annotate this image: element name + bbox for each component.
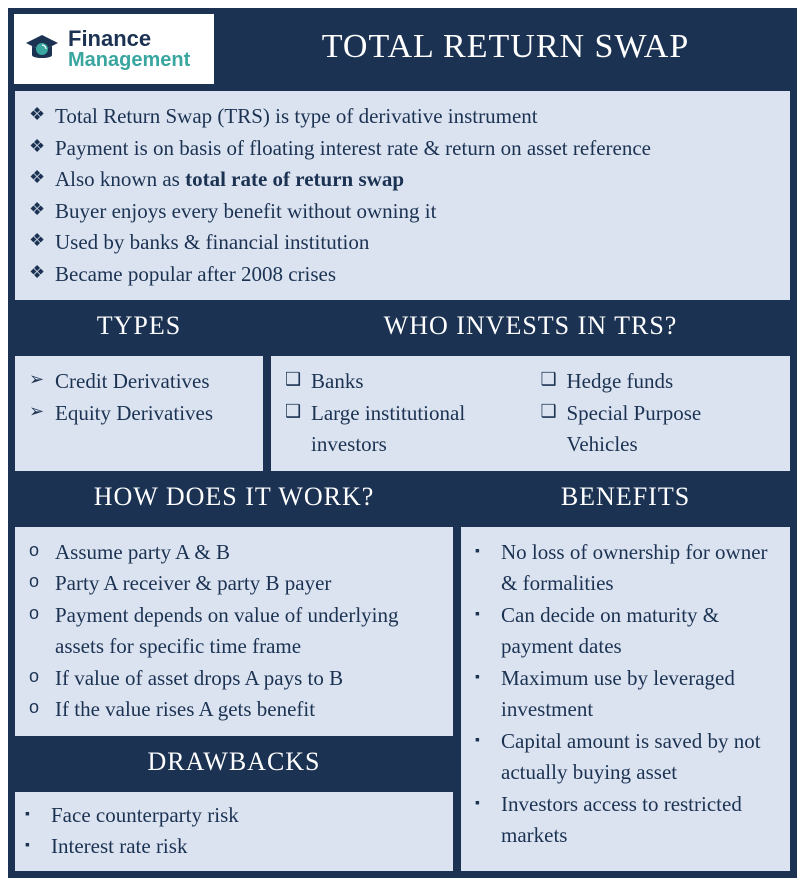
list-item: If value of asset drops A pays to B [29,663,439,695]
list-item: Maximum use by leveraged investment [475,663,776,726]
how-title: HOW DOES IT WORK? [14,478,454,520]
drawbacks-list: Face counterparty riskInterest rate risk [25,800,443,863]
types-who-content-row: Credit DerivativesEquity Derivatives Ban… [14,355,791,472]
list-item: Payment depends on value of underlying a… [29,600,439,663]
how-benefits-content-row: Assume party A & BParty A receiver & par… [14,526,791,872]
who-list-col1: BanksLarge institutional investors [285,366,521,461]
list-item: Became popular after 2008 crises [29,259,776,291]
list-item: Large institutional investors [285,398,521,461]
list-item: Can decide on maturity & payment dates [475,600,776,663]
list-item: Buyer enjoys every benefit without ownin… [29,196,776,228]
list-item: Interest rate risk [25,831,443,863]
list-item: Assume party A & B [29,537,439,569]
header-row: Finance Management TOTAL RETURN SWAP [14,14,791,84]
list-item: Total Return Swap (TRS) is type of deriv… [29,101,776,133]
logo-text: Finance Management [68,28,190,70]
list-item: Special Purpose Vehicles [541,398,777,461]
list-item: Also known as total rate of return swap [29,164,776,196]
intro-list: Total Return Swap (TRS) is type of deriv… [29,101,776,290]
how-list: Assume party A & BParty A receiver & par… [29,537,439,726]
logo: Finance Management [14,14,214,84]
list-item: Party A receiver & party B payer [29,568,439,600]
list-item: Payment is on basis of floating interest… [29,133,776,165]
list-item: If the value rises A gets benefit [29,694,439,726]
types-panel: Credit DerivativesEquity Derivatives [14,355,264,472]
who-list-col2: Hedge fundsSpecial Purpose Vehicles [541,366,777,461]
list-item: Credit Derivatives [29,366,249,398]
infographic-container: Finance Management TOTAL RETURN SWAP Tot… [8,8,797,878]
types-title: TYPES [14,307,264,349]
list-item: Banks [285,366,521,398]
types-who-title-row: TYPES WHO INVESTS IN TRS? [14,307,791,349]
who-panel: BanksLarge institutional investors Hedge… [270,355,791,472]
who-title: WHO INVESTS IN TRS? [270,307,791,349]
left-column: Assume party A & BParty A receiver & par… [14,526,454,872]
how-panel: Assume party A & BParty A receiver & par… [14,526,454,737]
logo-line2: Management [68,50,190,70]
main-title: TOTAL RETURN SWAP [220,14,791,84]
intro-panel: Total Return Swap (TRS) is type of deriv… [14,90,791,301]
list-item: Capital amount is saved by not actually … [475,726,776,789]
benefits-title: BENEFITS [460,478,791,520]
benefits-panel: No loss of ownership for owner & formali… [460,526,791,872]
list-item: Face counterparty risk [25,800,443,832]
list-item: Used by banks & financial institution [29,227,776,259]
how-benefits-title-row: HOW DOES IT WORK? BENEFITS [14,478,791,520]
drawbacks-title: DRAWBACKS [14,743,454,785]
list-item: Investors access to restricted markets [475,789,776,852]
list-item: Hedge funds [541,366,777,398]
logo-line1: Finance [68,28,190,50]
list-item: No loss of ownership for owner & formali… [475,537,776,600]
benefits-list: No loss of ownership for owner & formali… [475,537,776,852]
drawbacks-panel: Face counterparty riskInterest rate risk [14,791,454,872]
types-list: Credit DerivativesEquity Derivatives [29,366,249,429]
graduation-cap-icon [22,29,62,69]
list-item: Equity Derivatives [29,398,249,430]
